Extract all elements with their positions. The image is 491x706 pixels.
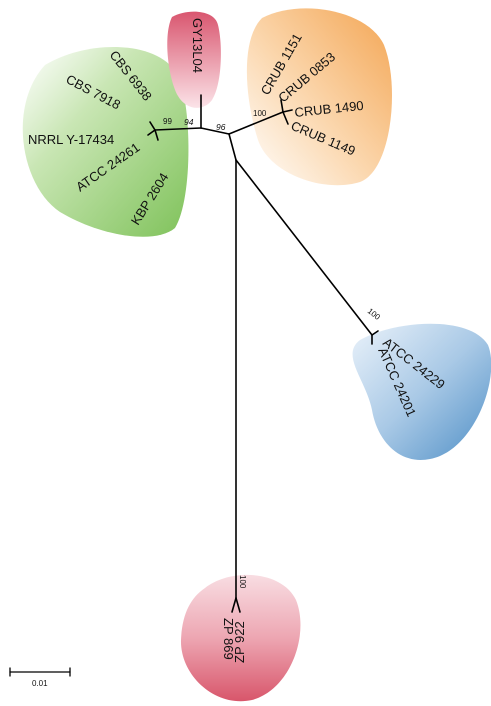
taxon-zp-922: ZP 922 xyxy=(232,621,247,663)
taxon-gy13l04: GY13L04 xyxy=(190,18,205,73)
taxon-nrrl-y-17434: NRRL Y-17434 xyxy=(28,132,114,147)
scale-bar: 0.01 xyxy=(9,667,71,688)
support-blue: 100 xyxy=(366,306,382,322)
support-pink-bottom: 100 xyxy=(238,575,247,589)
support-internal: 96 xyxy=(216,122,226,132)
clade-orange-area xyxy=(246,8,392,186)
tree-branches xyxy=(147,94,379,613)
taxon-zp-869: ZP 869 xyxy=(221,618,236,660)
scale-bar-label: 0.01 xyxy=(32,679,48,688)
clade-pink-top-area xyxy=(167,11,221,108)
clade-blue-area xyxy=(352,323,491,460)
taxon-crub-1490: CRUB 1490 xyxy=(294,98,365,120)
clade-green-area xyxy=(22,46,189,237)
support-pink-top: 94 xyxy=(184,117,194,127)
support-green: 99 xyxy=(163,117,172,126)
clade-pink-bottom-area xyxy=(180,574,301,702)
support-orange: 100 xyxy=(253,109,267,118)
